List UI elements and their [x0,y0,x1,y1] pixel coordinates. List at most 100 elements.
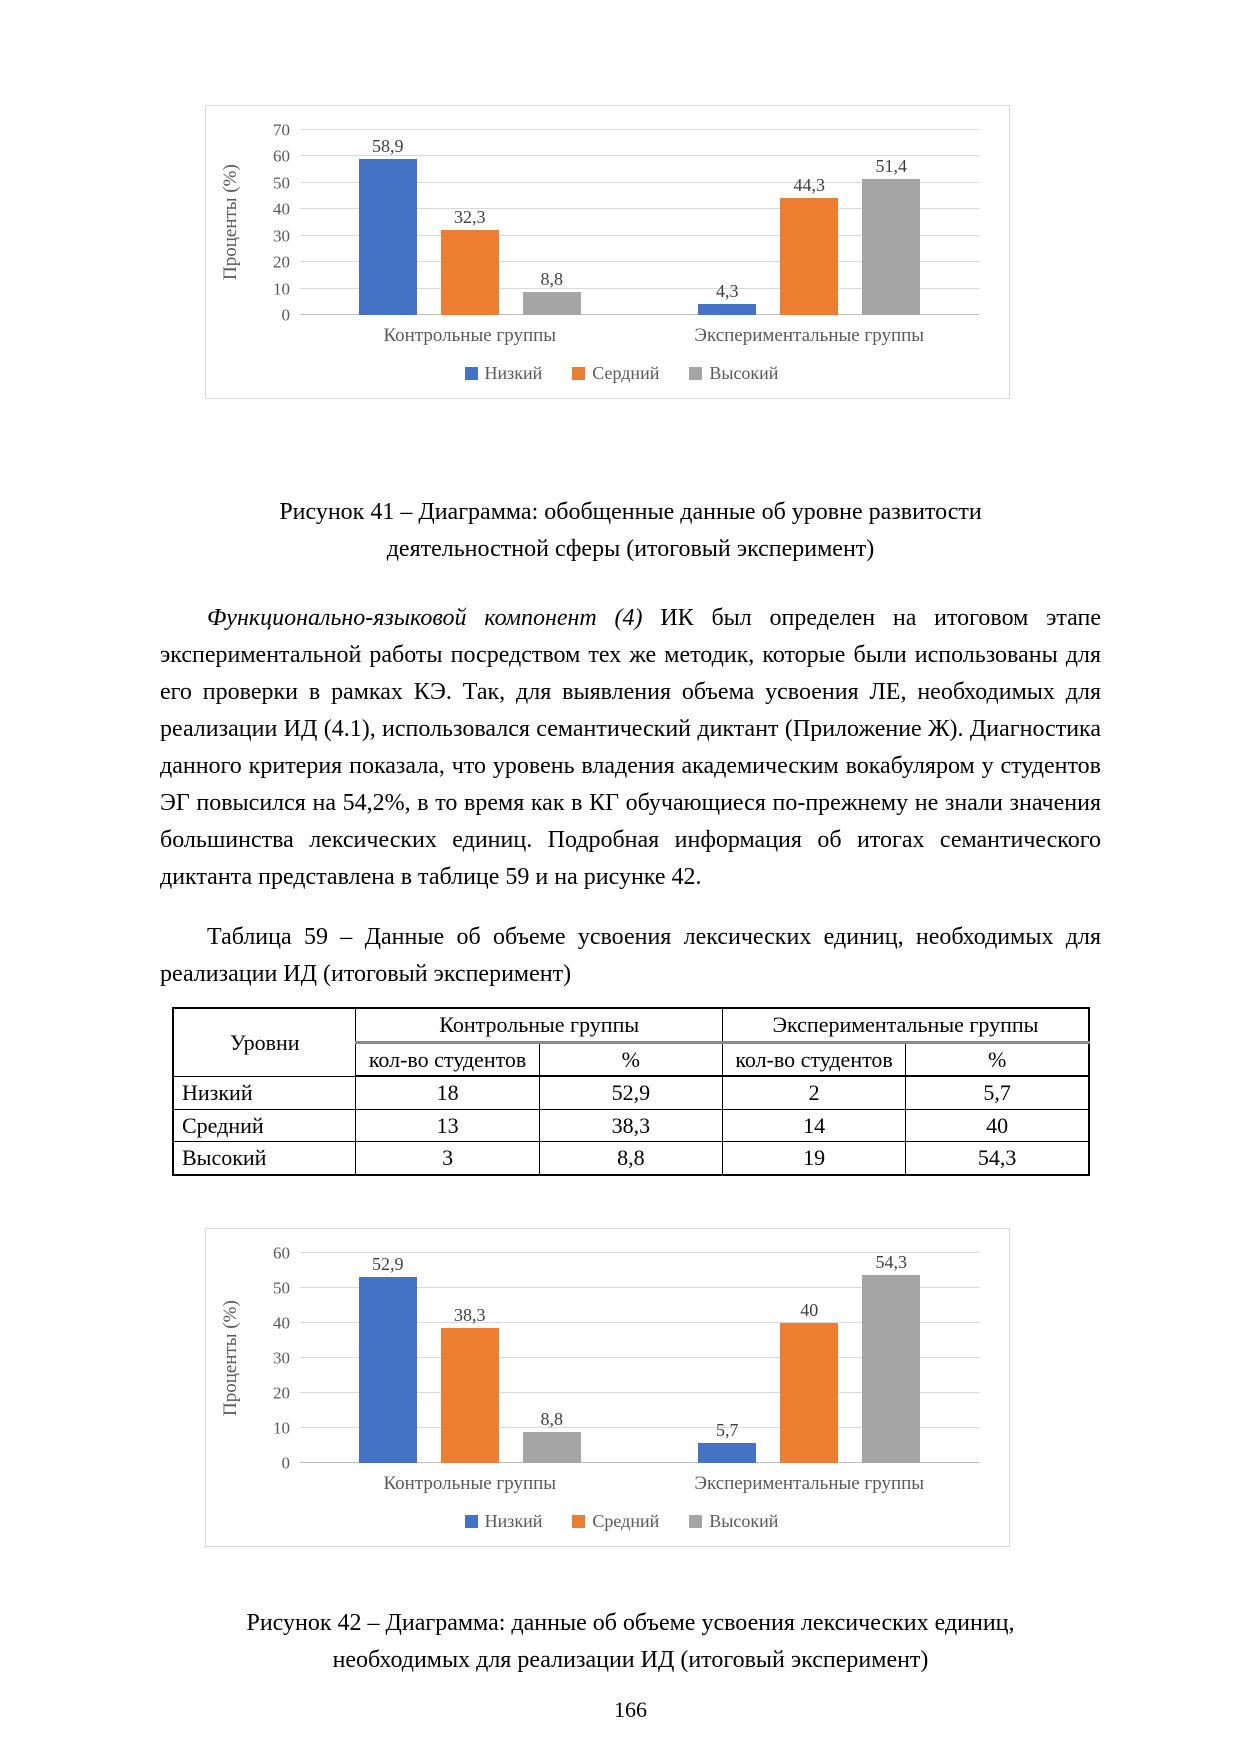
table-cell-value: 52,9 [538,1075,723,1110]
table-cell-level: Средний [172,1108,357,1142]
bar-value-label: 32,3 [454,206,486,227]
plot-area: 0 10 20 30 40 50 60 52,9 38,3 8,8 5,7 40 54,3 [273,1244,979,1471]
figure-42-caption-line2: необходимых для реализации ИД (итоговый … [332,1646,929,1673]
bar-value-label: 54,3 [875,1251,908,1272]
y-tick-label: 40 [273,199,290,219]
table-subheader-cell: кол-во студентов [355,1041,540,1077]
page-content: Проценты (%) 0 10 20 30 40 50 60 70 58,9 32,3 8,8 4,… [160,0,1101,1723]
y-tick-label: 10 [273,1418,290,1438]
bar-groups: 52,9 38,3 8,8 5,7 40 54,3 [300,1253,979,1463]
legend-swatch [572,367,586,380]
table-header-control-groups: Контрольные группы [355,1007,723,1044]
bar-value-label: 51,4 [875,156,908,177]
gridline [300,1461,979,1463]
bar-value-label: 52,9 [372,1254,404,1275]
table-subheader-cell: кол-во студентов [721,1041,907,1077]
table-cell-value: 8,8 [538,1141,723,1175]
bar-group: 4,3 44,3 51,4 [640,130,980,315]
table-header-levels: Уровни [172,1007,357,1077]
table-cell-value: 18 [355,1075,540,1110]
bar-group: 52,9 38,3 8,8 [300,1253,640,1463]
category-label: Экспериментальные группы [694,1472,925,1494]
bar-with-label: 40 [780,1253,839,1463]
bar-with-label: 4,3 [698,130,757,315]
chart-area: Проценты (%) 0 10 20 30 40 50 60 70 58,9 32,3 8,8 4,… [214,122,995,384]
legend-swatch [689,1514,703,1528]
bar-value-label: 8,8 [540,1408,564,1429]
bar-with-label: 8,8 [522,130,581,315]
y-tick-label: 10 [273,279,290,299]
legend-item: Высокий [689,1511,778,1532]
gridline [300,1391,979,1393]
table-cell-value: 3 [355,1141,540,1175]
y-axis-title: Проценты (%) [220,164,241,281]
figure-42-bar-chart: Проценты (%) 0 10 20 30 40 50 60 52,9 38,3 8,8 5,7 4… [205,1227,1010,1547]
bar-with-label: 54,3 [862,1251,921,1463]
y-tick-label: 20 [273,1383,290,1403]
gridline [300,1321,979,1323]
gridline [300,287,979,289]
category-axis: Контрольные группы Экспериментальные груп… [300,1473,979,1495]
table-cell-value: 14 [721,1108,907,1142]
bar-Низкий [358,159,417,315]
legend-swatch [464,1514,478,1528]
gridline [300,1356,979,1358]
legend-label: Средний [592,1510,660,1531]
bar-with-label: 44,3 [780,130,839,315]
bar-with-label: 51,4 [862,130,921,315]
table-header-row-groups: Уровни Контрольные группы Эксперименталь… [172,1007,1090,1077]
bar-with-label: 58,9 [358,130,417,315]
bar-Средний [440,1328,499,1463]
table-header-row-sub: кол-во студентов% кол-во студентов% [173,1041,1090,1077]
bar-with-label: 5,7 [698,1253,757,1463]
legend-item: Высокий [689,363,778,384]
y-tick-label: 0 [281,1453,291,1472]
bar-group: 5,7 40 54,3 [640,1253,980,1463]
legend-swatch [464,367,478,380]
legend-item: Низкий [464,363,542,384]
table-row: Высокий 3 8,8 19 54,3 [172,1141,1090,1175]
table-cell-value: 5,7 [905,1075,1090,1110]
legend-label: Сердний [592,363,660,383]
bar-value-label: 58,9 [372,136,404,157]
bar-with-label: 52,9 [358,1253,417,1463]
bar-with-label: 32,3 [440,130,499,315]
gridline [300,1426,979,1428]
bar-Высокий [522,291,581,315]
table-subheader-cell: % [538,1041,723,1077]
bar-with-label: 38,3 [440,1253,499,1463]
table-cell-value: 2 [721,1075,907,1110]
bar-Высокий [522,1431,581,1463]
plot-column: 0 10 20 30 40 50 60 52,9 38,3 8,8 5,7 40 54,3 Контрол… [248,1244,995,1532]
y-tick-label: 70 [273,120,290,140]
legend-item: Низкий [464,1510,543,1532]
y-tick-label: 40 [273,1313,290,1333]
y-tick-label: 30 [273,1348,290,1367]
plot-area: 0 10 20 30 40 50 60 70 58,9 32,3 8,8 4,3 44,3 51,4 [273,122,980,324]
bar-value-label: 44,3 [793,174,826,195]
bar-with-label: 8,8 [522,1253,581,1463]
gridline [300,208,979,210]
body-paragraph: Функционально-языковой компонент (4) ИК … [160,600,1101,896]
figure-42-caption-line1: Рисунок 42 – Диаграмма: данные об объеме… [246,1609,1015,1636]
legend-label: Высокий [709,363,779,383]
paragraph-text: ИК был определен на итоговом этапе экспе… [160,605,1101,890]
category-label: Экспериментальные группы [694,325,925,346]
table-cell-value: 13 [355,1108,540,1142]
figure-41-bar-chart: Проценты (%) 0 10 20 30 40 50 60 70 58,9 32,3 8,8 4,… [205,105,1010,399]
y-axis-title: Проценты (%) [220,1299,241,1416]
figure-41-caption-line1: Рисунок 41 – Диаграмма: обобщенные данны… [279,499,982,525]
y-tick-label: 50 [273,173,290,193]
bar-value-label: 40 [800,1299,819,1320]
table-subheader-cell: % [905,1041,1090,1077]
chart-area: Проценты (%) 0 10 20 30 40 50 60 52,9 38,3 8,8 5,7 4… [214,1244,995,1532]
y-tick-label: 50 [273,1278,290,1297]
gridline [300,1286,979,1288]
bar-Высокий [862,1274,921,1463]
legend-label: Низкий [484,1510,543,1531]
bar-value-label: 38,3 [454,1305,486,1326]
bar-value-label: 4,3 [716,280,739,301]
bar-Низкий [358,1277,417,1463]
legend-item: Сердний [572,363,659,384]
y-tick-label: 0 [281,305,291,325]
